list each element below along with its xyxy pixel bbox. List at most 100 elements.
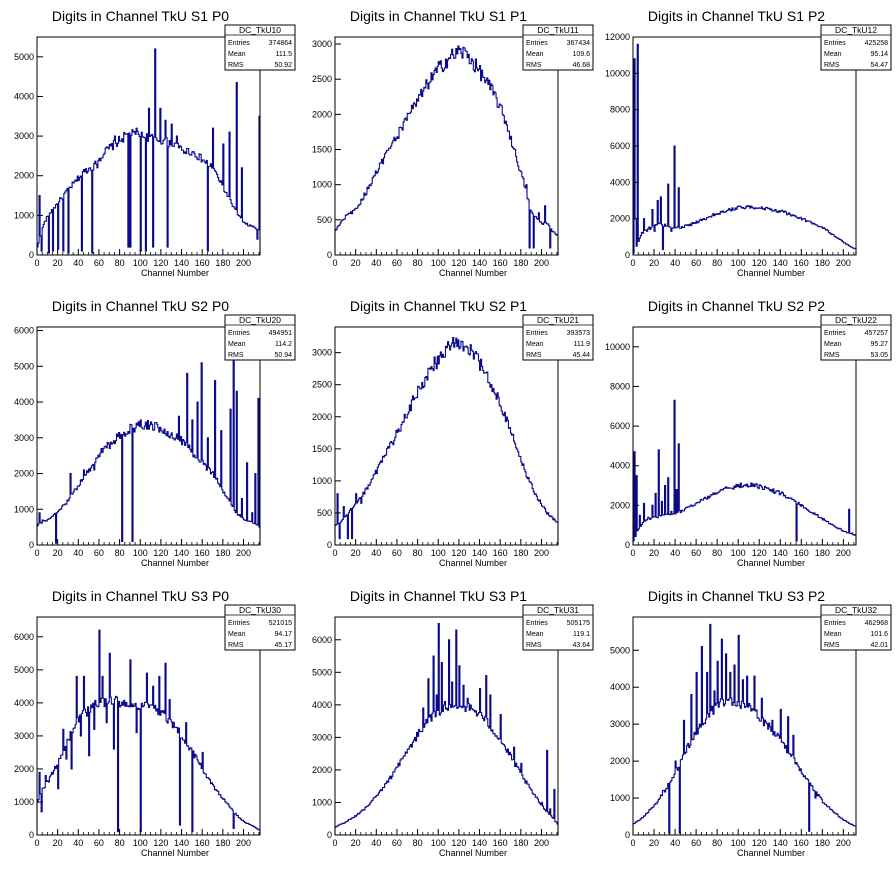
y-tick-label: 5000 xyxy=(14,361,34,371)
stats-name: DC_TkU22 xyxy=(835,315,877,325)
histogram-line xyxy=(36,337,261,545)
stats-name: DC_TkU11 xyxy=(537,25,579,35)
x-tick-label: 120 xyxy=(752,548,767,558)
y-tick-label: 4000 xyxy=(14,91,34,101)
x-tick-label: 140 xyxy=(174,258,189,268)
plot-frame xyxy=(36,36,261,256)
x-tick-label: 0 xyxy=(630,838,635,848)
panel-title: Digits in Channel TkU S3 P1 xyxy=(350,588,527,604)
y-tick-label: 0 xyxy=(327,250,332,260)
x-tick-label: 180 xyxy=(513,258,528,268)
histogram-line xyxy=(632,623,857,835)
y-tick-label: 2500 xyxy=(312,380,332,390)
histogram-line xyxy=(334,45,559,255)
x-tick-label: 200 xyxy=(534,258,549,268)
y-tick-label: 3000 xyxy=(610,719,630,729)
y-tick-label: 1000 xyxy=(610,793,630,803)
y-tick-label: 4000 xyxy=(610,177,630,187)
x-tick-label: 20 xyxy=(53,548,63,558)
stats-box xyxy=(522,24,594,71)
x-tick-label: 140 xyxy=(472,548,487,558)
stats-label: RMS xyxy=(526,62,542,69)
stats-value: 45.44 xyxy=(572,352,590,359)
histogram-line xyxy=(334,337,559,545)
stats-label: Entries xyxy=(824,330,846,337)
stats-name: DC_TkU31 xyxy=(537,605,579,615)
x-tick-label: 80 xyxy=(712,838,722,848)
y-tick-label: 0 xyxy=(29,250,34,260)
stats-box xyxy=(224,604,296,651)
x-tick-label: 140 xyxy=(472,838,487,848)
stats-label: Entries xyxy=(526,330,548,337)
x-tick-label: 200 xyxy=(534,548,549,558)
panel-title: Digits in Channel TkU S2 P0 xyxy=(52,298,229,314)
x-tick-label: 40 xyxy=(73,548,83,558)
histogram-panel: Digits in Channel TkU S2 P00100020003000… xyxy=(14,298,296,568)
y-tick-label: 6000 xyxy=(14,326,34,336)
histogram-line xyxy=(632,43,857,255)
stats-label: Mean xyxy=(824,341,842,348)
x-tick-label: 100 xyxy=(133,548,148,558)
x-tick-label: 160 xyxy=(493,838,508,848)
y-tick-label: 4000 xyxy=(14,698,34,708)
x-tick-label: 40 xyxy=(670,548,680,558)
y-tick-label: 4000 xyxy=(312,700,332,710)
x-tick-label: 120 xyxy=(153,548,168,558)
x-tick-label: 60 xyxy=(392,838,402,848)
x-tick-label: 0 xyxy=(34,838,39,848)
stats-value: 45.17 xyxy=(274,642,292,649)
stats-box xyxy=(522,604,594,651)
y-tick-label: 1000 xyxy=(312,476,332,486)
stats-value: 374864 xyxy=(269,40,292,47)
x-tick-label: 40 xyxy=(371,258,381,268)
y-tick-label: 4000 xyxy=(14,397,34,407)
x-axis-label: Channel Number xyxy=(439,848,507,858)
stats-label: Mean xyxy=(228,51,246,58)
stats-label: Mean xyxy=(526,631,544,638)
stats-label: Mean xyxy=(228,631,246,638)
x-tick-label: 80 xyxy=(413,258,423,268)
x-tick-label: 160 xyxy=(794,838,809,848)
x-tick-label: 120 xyxy=(451,258,466,268)
x-tick-label: 0 xyxy=(332,258,337,268)
panel-title: Digits in Channel TkU S1 P1 xyxy=(350,8,527,24)
y-tick-label: 1000 xyxy=(312,797,332,807)
x-tick-label: 160 xyxy=(794,258,809,268)
y-tick-label: 0 xyxy=(29,540,34,550)
x-tick-label: 20 xyxy=(649,548,659,558)
stats-label: Mean xyxy=(526,51,544,58)
y-tick-label: 2000 xyxy=(14,764,34,774)
y-tick-label: 1000 xyxy=(14,797,34,807)
stats-name: DC_TkU20 xyxy=(239,315,281,325)
stats-box xyxy=(224,24,296,71)
y-tick-label: 500 xyxy=(317,508,332,518)
plot-frame xyxy=(334,36,559,256)
x-tick-label: 100 xyxy=(431,838,446,848)
stats-label: RMS xyxy=(228,62,244,69)
x-tick-label: 160 xyxy=(493,258,508,268)
stats-label: RMS xyxy=(228,352,244,359)
x-tick-label: 100 xyxy=(731,838,746,848)
x-axis-label: Channel Number xyxy=(141,848,209,858)
histogram-panel: Digits in Channel TkU S3 P20100020003000… xyxy=(610,588,892,858)
x-tick-label: 0 xyxy=(630,548,635,558)
stats-value: 46.68 xyxy=(572,62,590,69)
histogram-panel: Digits in Channel TkU S1 P00100020003000… xyxy=(14,8,296,278)
stats-name: DC_TkU12 xyxy=(835,25,877,35)
x-tick-label: 200 xyxy=(836,838,851,848)
stats-name: DC_TkU32 xyxy=(835,605,877,615)
stats-box xyxy=(224,314,296,361)
y-tick-label: 6000 xyxy=(312,635,332,645)
stats-label: RMS xyxy=(824,62,840,69)
x-tick-label: 120 xyxy=(752,838,767,848)
x-tick-label: 120 xyxy=(153,258,168,268)
stats-label: Entries xyxy=(228,620,250,627)
x-tick-label: 20 xyxy=(53,838,63,848)
y-tick-label: 3000 xyxy=(312,348,332,358)
stats-label: RMS xyxy=(526,642,542,649)
stats-label: RMS xyxy=(824,352,840,359)
y-tick-label: 6000 xyxy=(610,421,630,431)
stats-value: 54.47 xyxy=(870,62,888,69)
stats-value: 494951 xyxy=(269,330,292,337)
x-tick-label: 100 xyxy=(133,838,148,848)
